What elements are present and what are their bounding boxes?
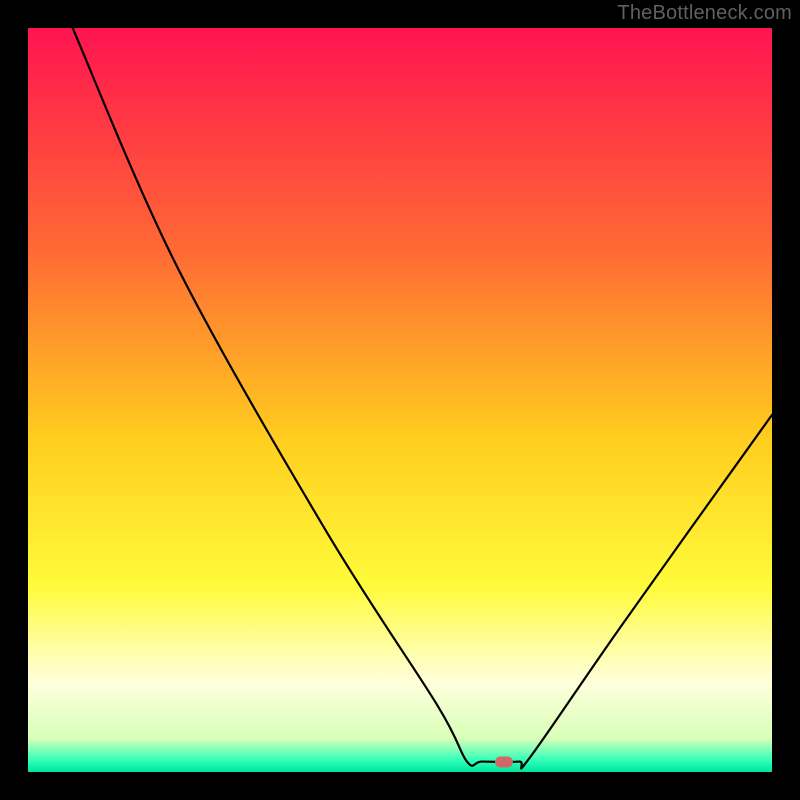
curve-path <box>73 28 772 768</box>
optimal-marker <box>495 756 513 767</box>
plot-area <box>28 28 772 772</box>
bottleneck-curve <box>28 28 772 772</box>
watermark-text: TheBottleneck.com <box>617 2 792 25</box>
chart-frame: TheBottleneck.com <box>0 0 800 800</box>
